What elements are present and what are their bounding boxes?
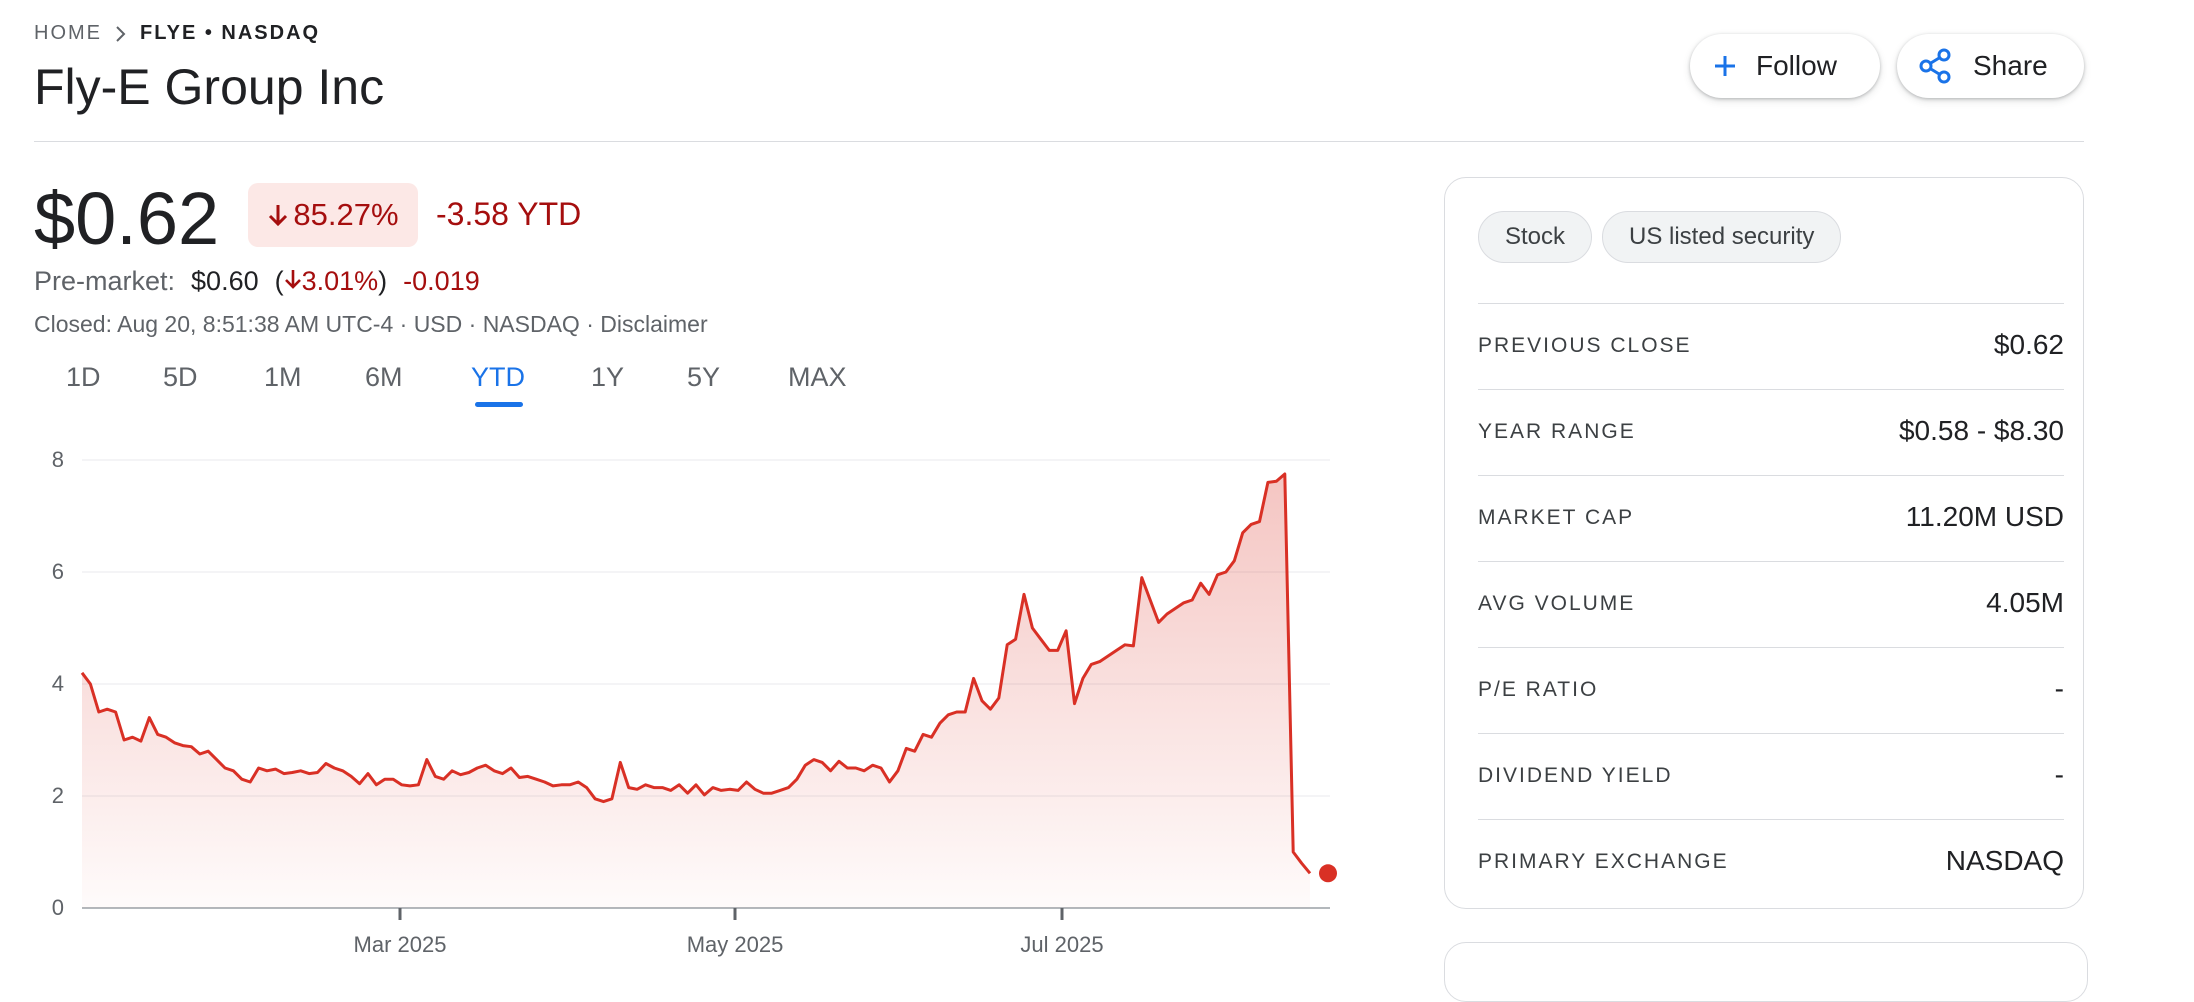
breadcrumb-current: FLYE • NASDAQ [140,22,321,44]
premarket-percent: 3.01% [301,266,379,296]
stat-value: - [2054,759,2064,790]
chevron-right-icon [114,24,128,44]
y-tick-label: 6 [52,559,64,584]
current-price: $0.62 [34,177,220,260]
premarket-price: $0.60 [191,266,259,296]
share-icon [1915,46,1955,86]
arrow-down-icon [267,202,289,228]
stat-previous-close: PREVIOUS CLOSE $0.62 [1478,303,2064,389]
tab-1y[interactable]: 1Y [591,362,625,392]
stat-value: $0.58 - $8.30 [1898,415,2064,446]
stat-label: MARKET CAP [1478,506,1635,529]
stat-primary-exchange: PRIMARY EXCHANGE NASDAQ [1478,819,2064,905]
premarket-percent-group: 3.01% [284,266,379,297]
follow-button[interactable]: Follow [1690,34,1880,98]
premarket-open-paren: ( [274,266,284,296]
y-tick-label: 0 [52,895,64,920]
stat-value: 4.05M [1986,587,2064,618]
tab-ytd[interactable]: YTD [471,362,525,392]
premarket-close-paren: ) [378,266,388,296]
arrow-down-icon [284,266,302,297]
stat-value: - [2054,673,2064,704]
premarket-row: Pre-market: $0.60 ( 3.01% ) -0.019 [34,266,480,297]
tab-max[interactable]: MAX [788,362,847,392]
area-fill [82,474,1310,908]
x-tick-label: Mar 2025 [354,932,447,957]
stat-label: PRIMARY EXCHANGE [1478,850,1729,873]
page-title: Fly-E Group Inc [34,59,385,115]
x-tick-label: Jul 2025 [1020,932,1103,957]
stat-dividend-yield: DIVIDEND YIELD - [1478,733,2064,819]
change-percent: 85.27% [293,197,399,232]
tab-5d[interactable]: 5D [163,362,198,392]
tab-6m[interactable]: 6M [365,362,403,392]
share-button[interactable]: Share [1897,34,2084,98]
premarket-change: -0.019 [403,266,480,296]
last-price-marker [1319,864,1337,883]
follow-label: Follow [1756,50,1837,81]
stat-label: P/E RATIO [1478,678,1599,701]
stat-label: YEAR RANGE [1478,420,1636,443]
stat-value: 11.20M USD [1905,501,2064,532]
chart-y-axis: 8 6 4 2 0 [52,447,64,920]
chart-x-axis: Mar 2025 May 2025 Jul 2025 [354,908,1104,957]
stat-value: $0.62 [1993,329,2064,360]
change-percent-badge: 85.27% [248,183,418,247]
change-absolute: -3.58 YTD [436,196,582,232]
stat-avg-volume: AVG VOLUME 4.05M [1478,561,2064,647]
stat-label: PREVIOUS CLOSE [1478,334,1692,357]
x-tick-label: May 2025 [687,932,784,957]
stat-market-cap: MARKET CAP 11.20M USD [1478,475,2064,561]
stat-year-range: YEAR RANGE $0.58 - $8.30 [1478,389,2064,475]
stat-value: NASDAQ [1945,845,2064,876]
y-tick-label: 8 [52,447,64,472]
chart-area [82,474,1310,908]
stat-label: DIVIDEND YIELD [1478,764,1673,787]
secondary-card [1444,942,2088,1002]
share-label: Share [1973,50,2048,81]
tab-5y[interactable]: 5Y [687,362,721,392]
market-status: Closed: Aug 20, 8:51:38 AM UTC-4 · USD ·… [34,311,708,337]
chart-line [80,472,1337,883]
y-tick-label: 2 [52,783,64,808]
tab-1d[interactable]: 1D [66,362,101,392]
price-chart[interactable]: 8 6 4 2 0 Mar 2025 May 2025 Jul 2025 [0,430,1400,974]
premarket-label: Pre-market: [34,266,176,296]
y-tick-label: 4 [52,671,64,696]
plus-icon [1712,53,1738,79]
stat-pe-ratio: P/E RATIO - [1478,647,2064,733]
chip-stock[interactable]: Stock [1478,211,1593,263]
tab-1m[interactable]: 1M [264,362,302,392]
chip-us-listed[interactable]: US listed security [1602,211,1842,263]
breadcrumb: HOME FLYE • NASDAQ [34,22,320,45]
breadcrumb-home-link[interactable]: HOME [34,22,102,44]
stat-label: AVG VOLUME [1478,592,1636,615]
header-divider [34,141,2084,142]
stats-card: Stock US listed security PREVIOUS CLOSE … [1444,177,2084,909]
tab-active-indicator [475,402,523,407]
price-line [80,472,1312,875]
